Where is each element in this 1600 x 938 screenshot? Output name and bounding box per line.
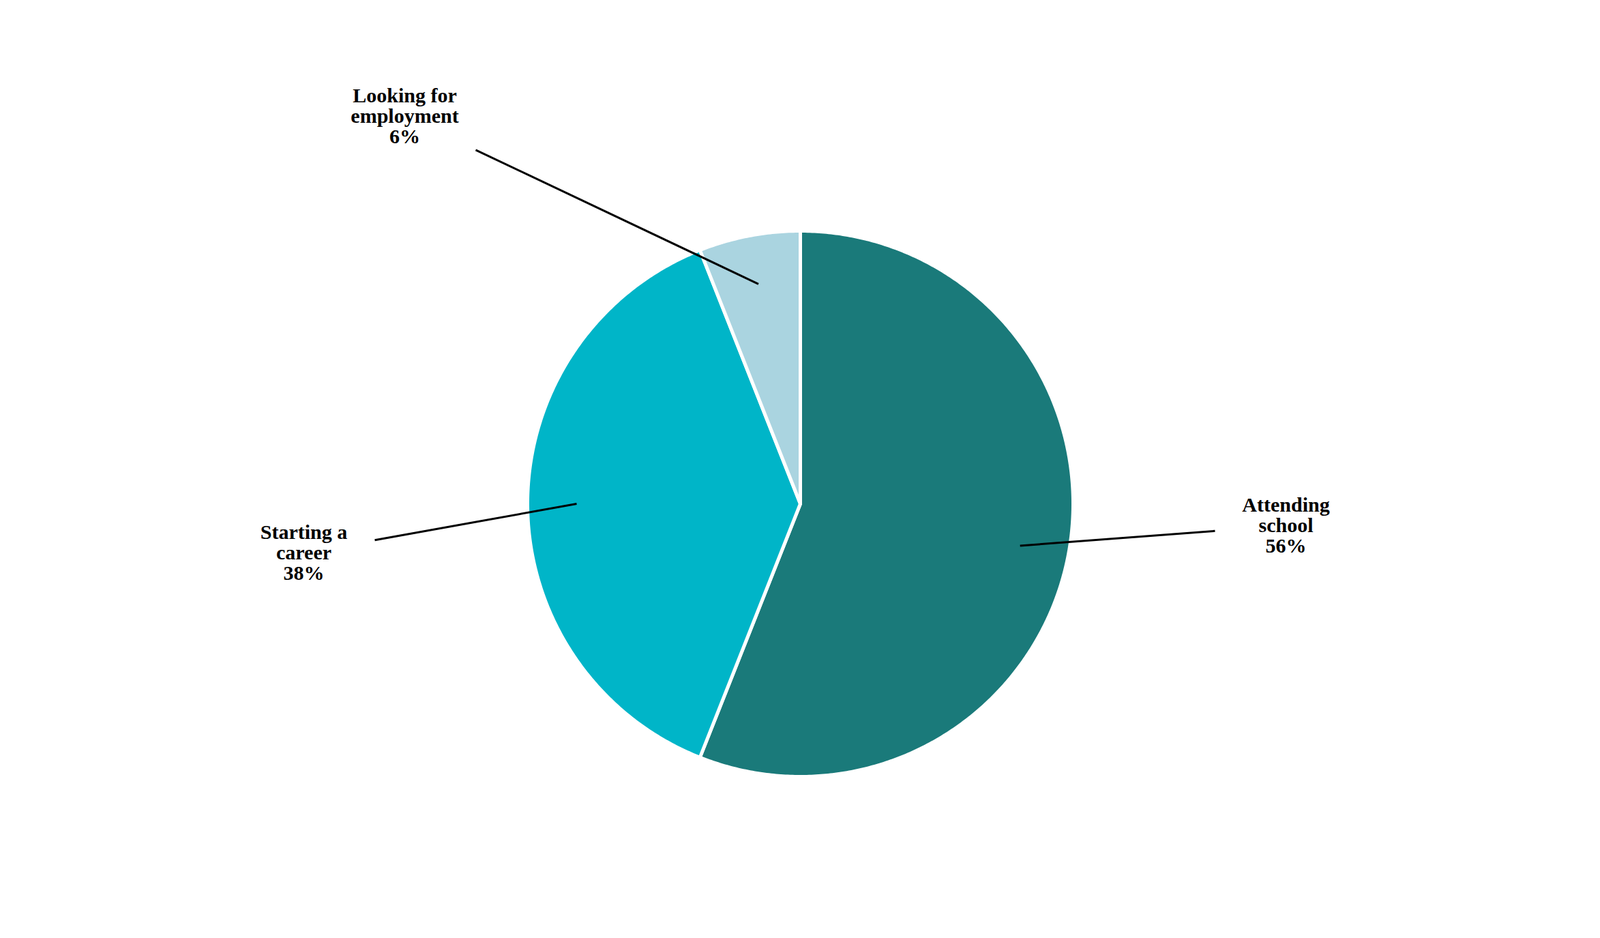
svg-text:Starting acareer38%: Starting acareer38%: [260, 520, 348, 584]
svg-text:Attendingschool56%: Attendingschool56%: [1241, 493, 1330, 557]
svg-text:Looking foremployment6%: Looking foremployment6%: [350, 83, 459, 148]
